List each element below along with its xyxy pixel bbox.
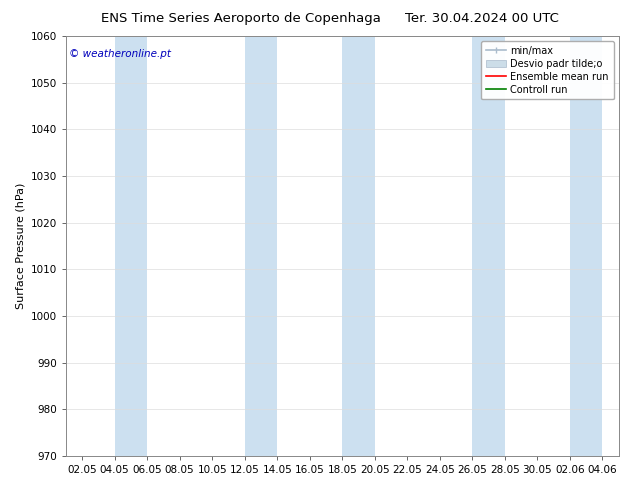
Legend: min/max, Desvio padr tilde;o, Ensemble mean run, Controll run: min/max, Desvio padr tilde;o, Ensemble m…	[481, 41, 614, 99]
Bar	[115, 36, 147, 456]
Bar	[342, 36, 375, 456]
Bar	[570, 36, 602, 456]
Text: ENS Time Series Aeroporto de Copenhaga: ENS Time Series Aeroporto de Copenhaga	[101, 12, 381, 25]
Bar	[245, 36, 277, 456]
Bar	[472, 36, 505, 456]
Y-axis label: Surface Pressure (hPa): Surface Pressure (hPa)	[15, 183, 25, 309]
Text: Ter. 30.04.2024 00 UTC: Ter. 30.04.2024 00 UTC	[405, 12, 559, 25]
Text: © weatheronline.pt: © weatheronline.pt	[68, 49, 171, 59]
